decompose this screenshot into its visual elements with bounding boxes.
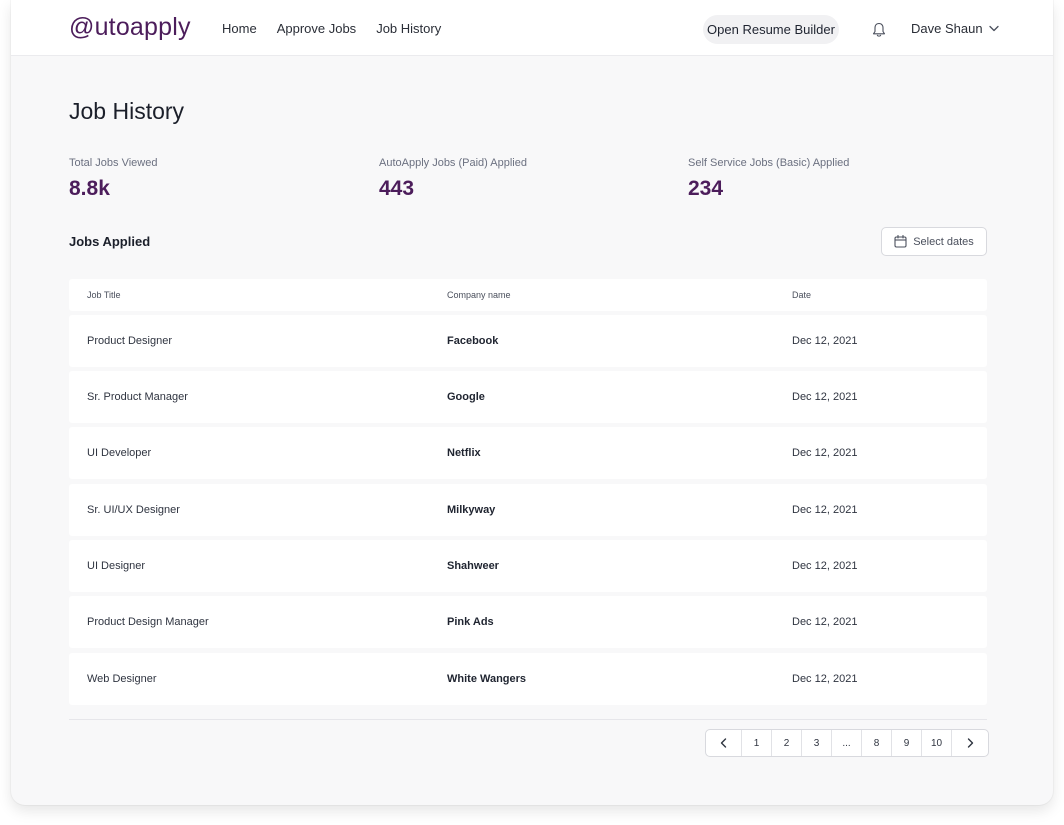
page-button-10[interactable]: 10 <box>922 730 952 756</box>
prev-page-button[interactable] <box>706 730 742 756</box>
date-cell: Dec 12, 2021 <box>792 391 858 403</box>
table-divider <box>69 719 987 720</box>
date-cell: Dec 12, 2021 <box>792 504 858 516</box>
job-title-cell: Sr. Product Manager <box>87 391 188 403</box>
column-header-date[interactable]: Date <box>792 290 812 300</box>
stat-value: 8.8k <box>69 177 110 200</box>
chevron-right-icon <box>967 738 973 748</box>
stat-total-jobs-viewed: Total Jobs Viewed 8.8k <box>69 157 157 201</box>
company-cell: Facebook <box>447 335 499 347</box>
page-button-2[interactable]: 2 <box>772 730 802 756</box>
date-cell: Dec 12, 2021 <box>792 616 858 628</box>
company-cell: Google <box>447 391 485 403</box>
job-title-cell: Sr. UI/UX Designer <box>87 504 180 516</box>
column-header-company-name[interactable]: Company name <box>447 290 511 300</box>
main-nav: Home Approve Jobs Job History <box>222 21 441 36</box>
stat-label: Total Jobs Viewed <box>69 157 158 169</box>
page-button-9[interactable]: 9 <box>892 730 922 756</box>
table-header: Job Title Company name Date <box>69 279 987 311</box>
job-title-cell: UI Designer <box>87 560 146 572</box>
select-dates-label: Select dates <box>913 235 974 248</box>
table-row[interactable]: Product Design Manager Pink Ads Dec 12, … <box>69 596 987 648</box>
page-button-1[interactable]: 1 <box>742 730 772 756</box>
date-cell: Dec 12, 2021 <box>792 673 858 685</box>
date-cell: Dec 12, 2021 <box>792 560 858 572</box>
nav-home[interactable]: Home <box>222 21 257 36</box>
date-cell: Dec 12, 2021 <box>792 335 858 347</box>
open-resume-builder-button[interactable]: Open Resume Builder <box>703 15 839 44</box>
calendar-icon <box>894 235 907 248</box>
chevron-left-icon <box>720 738 727 748</box>
user-name: Dave Shaun <box>911 21 983 36</box>
table-row[interactable]: Product Designer Facebook Dec 12, 2021 <box>69 315 987 367</box>
page-button-8[interactable]: 8 <box>862 730 892 756</box>
page-ellipsis: ... <box>832 730 862 756</box>
company-cell: Netflix <box>447 447 481 459</box>
table-row[interactable]: Sr. Product Manager Google Dec 12, 2021 <box>69 371 987 423</box>
job-title-cell: Web Designer <box>87 673 157 685</box>
nav-approve-jobs[interactable]: Approve Jobs <box>276 21 357 36</box>
table-row[interactable]: UI Designer Shahweer Dec 12, 2021 <box>69 540 987 592</box>
pagination: 1 2 3 ... 8 9 10 <box>705 729 989 757</box>
nav-job-history[interactable]: Job History <box>376 21 442 36</box>
company-cell: White Wangers <box>447 673 527 685</box>
table-row[interactable]: UI Developer Netflix Dec 12, 2021 <box>69 427 987 479</box>
bell-icon[interactable] <box>872 22 886 38</box>
company-cell: Shahweer <box>447 560 499 572</box>
column-header-job-title[interactable]: Job Title <box>87 290 121 300</box>
table-row[interactable]: Sr. UI/UX Designer Milkyway Dec 12, 2021 <box>69 484 987 536</box>
user-menu[interactable]: Dave Shaun <box>911 21 999 36</box>
page-title: Job History <box>69 98 185 124</box>
select-dates-button[interactable]: Select dates <box>881 227 987 256</box>
stat-value: 443 <box>379 177 415 200</box>
company-cell: Milkyway <box>447 504 496 516</box>
stat-value: 234 <box>688 177 724 200</box>
table-row[interactable]: Web Designer White Wangers Dec 12, 2021 <box>69 653 987 705</box>
app-window: @utoapply Home Approve Jobs Job History … <box>11 0 1053 805</box>
stat-autoapply-jobs: AutoApply Jobs (Paid) Applied 443 <box>379 157 527 201</box>
job-title-cell: Product Designer <box>87 335 172 347</box>
job-title-cell: Product Design Manager <box>87 616 209 628</box>
stat-self-service-jobs: Self Service Jobs (Basic) Applied 234 <box>688 157 849 201</box>
stat-label: Self Service Jobs (Basic) Applied <box>688 157 850 169</box>
job-title-cell: UI Developer <box>87 447 152 459</box>
next-page-button[interactable] <box>952 730 988 756</box>
date-cell: Dec 12, 2021 <box>792 447 858 459</box>
stat-label: AutoApply Jobs (Paid) Applied <box>379 157 527 169</box>
logo[interactable]: @utoapply <box>69 13 191 41</box>
page-button-3[interactable]: 3 <box>802 730 832 756</box>
top-navbar: @utoapply Home Approve Jobs Job History … <box>11 0 1053 56</box>
section-title: Jobs Applied <box>69 234 151 249</box>
company-cell: Pink Ads <box>447 616 494 628</box>
chevron-down-icon <box>988 25 999 32</box>
